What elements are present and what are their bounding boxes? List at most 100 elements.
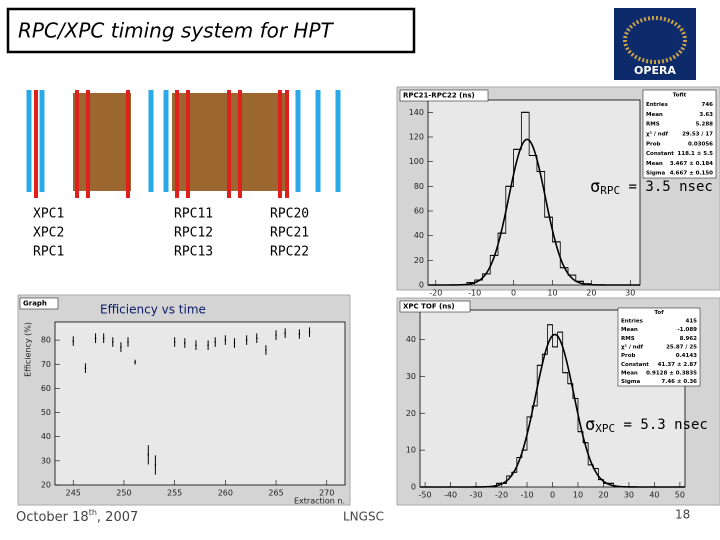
x-axis-label: Extraction n. (294, 497, 345, 506)
x-tick-label: 245 (66, 489, 81, 498)
y-tick-label: 0 (411, 483, 416, 492)
plot-overlay: Efficiency vs time (100, 303, 206, 317)
sigma-text: = 3.5 nsec (620, 179, 713, 195)
stats-value: 29.53 / 17 (682, 132, 713, 138)
data-point (233, 342, 236, 344)
data-point (284, 332, 286, 334)
y-tick-label: 100 (409, 157, 424, 166)
stats-value: 415 (686, 319, 698, 325)
x-tick-label: 30 (625, 289, 635, 298)
data-point (173, 341, 176, 343)
x-tick-label: 40 (649, 491, 659, 500)
data-point (207, 344, 209, 346)
x-tick-label: -10 (520, 491, 533, 500)
plot-frame (54, 321, 346, 486)
stats-value: 25.87 / 25 (666, 345, 697, 351)
date-day: October 18 (16, 510, 89, 525)
stats-value: 0.4143 (676, 353, 697, 359)
plot-title-box (399, 300, 471, 313)
x-tick-label: 30 (624, 491, 634, 500)
sigma-annotation: σRPC = 3.5 nsec (590, 177, 713, 197)
data-point (134, 361, 136, 363)
stats-value: 0.03056 (688, 141, 713, 147)
stats-name: χ² / ndf (646, 131, 669, 138)
detector-block (172, 93, 232, 191)
x-tick-label: -40 (444, 491, 457, 500)
stats-value: 8.962 (680, 336, 698, 342)
slide-title: RPC/XPC timing system for HPT (18, 19, 335, 43)
data-point (265, 349, 267, 351)
detector-label: XPC1 (33, 207, 64, 222)
data-point (308, 331, 311, 333)
x-tick-label: 270 (319, 489, 334, 498)
fit-curve (428, 138, 640, 286)
stats-title: Tof (654, 310, 664, 316)
data-point (72, 340, 75, 342)
x-tick-label: -30 (470, 491, 483, 500)
date-sup: th (89, 508, 97, 517)
data-point (275, 334, 277, 336)
stats-name: Entries (621, 319, 644, 325)
detector-label: XPC2 (33, 226, 64, 241)
stats-name: Prob (621, 353, 636, 359)
stats-box (617, 307, 701, 387)
stats-value: 4.667 ± 0.150 (670, 171, 713, 177)
sigma-subscript: XPC (595, 422, 615, 435)
y-tick-label: 30 (41, 456, 51, 465)
stats-value: 118.1 ± 5.5 (677, 151, 713, 157)
stats-name: Mean (621, 371, 638, 377)
stats-value: 0.9128 ± 0.3835 (646, 371, 697, 377)
data-point (94, 337, 97, 339)
x-tick-label: 20 (586, 289, 596, 298)
y-tick-label: 80 (414, 182, 424, 191)
data-point (183, 342, 186, 344)
title-box (6, 7, 416, 54)
sigma-symbol: σ (585, 415, 595, 435)
stats-name: Constant (621, 362, 649, 368)
x-tick-label: 0 (511, 289, 516, 298)
x-tick-label: 250 (116, 489, 131, 498)
detector-diagram (26, 90, 341, 198)
detector-block (73, 93, 131, 191)
x-tick-label: 10 (573, 491, 583, 500)
stats-value: 7.46 ± 0.36 (661, 379, 697, 385)
logo (614, 8, 696, 80)
x-tick-label: 260 (218, 489, 233, 498)
stats-name: RMS (646, 122, 660, 128)
logo-arena (623, 16, 687, 64)
x-tick-label: 50 (675, 491, 685, 500)
sigma-text: = 5.3 nsec (615, 417, 708, 433)
stats-value: 41.37 ± 2.87 (658, 362, 698, 368)
date-year: , 2007 (97, 510, 138, 525)
data-point (102, 337, 105, 339)
data-point (147, 454, 150, 456)
y-tick-label: 10 (406, 446, 416, 455)
sigma-subscript: RPC (600, 184, 620, 197)
x-tick-label: 265 (268, 489, 283, 498)
y-tick-label: 60 (41, 384, 51, 393)
plot-title-box (399, 89, 489, 102)
detector-label: RPC1 (33, 245, 64, 260)
plot-xpc-plot: -50 -40 -30 -20 -10 0 10 20 30 40 50 0 10 20 30 40 XPC T… (396, 297, 720, 506)
detector-label: RPC13 (174, 245, 213, 260)
stats-name: χ² / ndf (621, 344, 644, 351)
plot-title: Graph (23, 300, 47, 308)
stats-title: Tofit (673, 92, 687, 98)
plot-title: XPC TOF (ns) (403, 303, 455, 311)
y-tick-label: 40 (406, 335, 416, 344)
data-point (255, 337, 258, 339)
stats-name: Mean (621, 327, 638, 333)
x-tick-label: 255 (167, 489, 182, 498)
plot-rpc-plot: -20 -10 0 10 20 30 0 20 40 60 80 100 120 140 RPC21-RPC… (396, 86, 720, 298)
stats-value: 746 (702, 102, 714, 108)
stats-name: Sigma (646, 171, 666, 177)
y-tick-label: 140 (409, 108, 424, 117)
data-point (84, 367, 87, 369)
y-tick-label: 70 (41, 360, 51, 369)
x-tick-label: 20 (598, 491, 608, 500)
sigma-symbol: σ (590, 177, 600, 197)
detector-label: RPC21 (270, 226, 309, 241)
stats-box (642, 89, 717, 179)
x-tick-label: 10 (547, 289, 557, 298)
